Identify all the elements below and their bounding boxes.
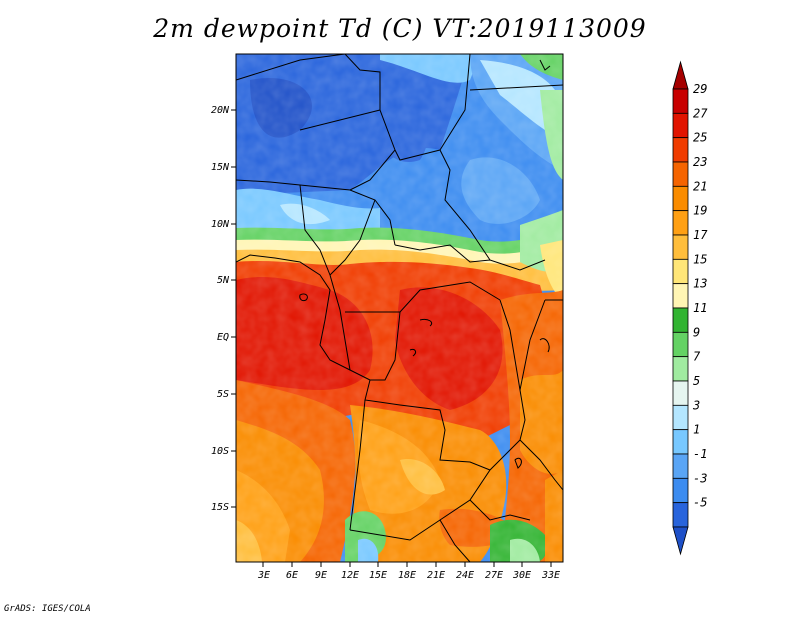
colorbar-label: 7 xyxy=(693,350,701,364)
colorbar-segment xyxy=(672,137,689,163)
colorbar-segment xyxy=(672,185,689,212)
lon-label-27e: 27E xyxy=(485,570,503,581)
colorbar-label: 13 xyxy=(693,277,707,291)
colorbar-bottom-triangle xyxy=(672,526,689,556)
colorbar-label: 15 xyxy=(693,252,707,266)
lon-label-3e: 3E xyxy=(257,570,270,581)
colorbar-segment xyxy=(672,429,689,455)
colorbar-label: 17 xyxy=(693,228,708,242)
lat-label-5s: 5S xyxy=(217,389,229,400)
lon-label-15e: 15E xyxy=(369,570,387,581)
colorbar-segment xyxy=(672,283,689,309)
colorbar: 29 27 25 23 21 19 17 15 13 11 9 7 5 3 1 -1 -3 -5 xyxy=(672,60,708,556)
colorbar-segment xyxy=(672,88,689,114)
colorbar-segment xyxy=(672,356,689,382)
colorbar-label: -1 xyxy=(693,447,707,461)
colorbar-label: 11 xyxy=(693,301,707,315)
lon-ticks xyxy=(262,562,552,567)
colorbar-label: 19 xyxy=(693,204,707,218)
colorbar-segment xyxy=(672,477,689,504)
lon-label-12e: 12E xyxy=(341,570,359,581)
country-borders xyxy=(236,54,563,562)
colorbar-segment xyxy=(672,404,689,431)
lon-label-6e: 6E xyxy=(286,570,298,581)
colorbar-label: 25 xyxy=(693,131,707,145)
colorbar-label: 3 xyxy=(692,398,700,412)
colorbar-segment xyxy=(672,502,689,528)
credit-label: GrADS: IGES/COLA xyxy=(4,604,91,614)
lon-label-18e: 18E xyxy=(398,570,416,581)
lat-label-eq: EQ xyxy=(217,332,229,343)
colorbar-label: -5 xyxy=(693,496,707,510)
colorbar-segment xyxy=(672,258,689,285)
lat-label-10s: 10S xyxy=(211,446,229,457)
colorbar-segment xyxy=(672,210,689,236)
colorbar-label: 9 xyxy=(693,325,700,339)
colorbar-segment xyxy=(672,380,689,406)
map-frame xyxy=(235,53,564,563)
colorbar-segment xyxy=(672,112,689,139)
colorbar-label: 5 xyxy=(693,374,700,388)
dewpoint-field xyxy=(236,54,563,562)
colorbar-top-triangle xyxy=(672,60,689,90)
colorbar-label: 21 xyxy=(693,179,707,193)
lat-label-15n: 15N xyxy=(211,162,230,173)
colorbar-segment xyxy=(672,161,689,187)
map-title: 2m dewpoint Td (C) VT:2019113009 xyxy=(153,14,647,43)
colorbar-label: 29 xyxy=(693,82,707,96)
lon-label-33e: 33E xyxy=(541,570,560,581)
colorbar-label: 23 xyxy=(693,155,707,169)
lon-label-24e: 24E xyxy=(456,570,474,581)
lat-ticks xyxy=(231,109,236,508)
colorbar-segment xyxy=(672,331,689,358)
lat-label-15s: 15S xyxy=(211,502,229,513)
lat-label-5n: 5N xyxy=(217,275,230,286)
colorbar-label: -3 xyxy=(693,471,707,485)
lon-label-30e: 30E xyxy=(512,570,531,581)
colorbar-segment xyxy=(672,453,689,479)
lon-label-9e: 9E xyxy=(315,570,327,581)
colorbar-label: 1 xyxy=(693,423,700,437)
colorbar-segment xyxy=(672,234,689,260)
lon-label-21e: 21E xyxy=(427,570,445,581)
lat-label-10n: 10N xyxy=(211,219,230,230)
colorbar-segment xyxy=(672,307,689,333)
lat-label-20n: 20N xyxy=(211,105,230,116)
colorbar-label: 27 xyxy=(693,106,708,120)
